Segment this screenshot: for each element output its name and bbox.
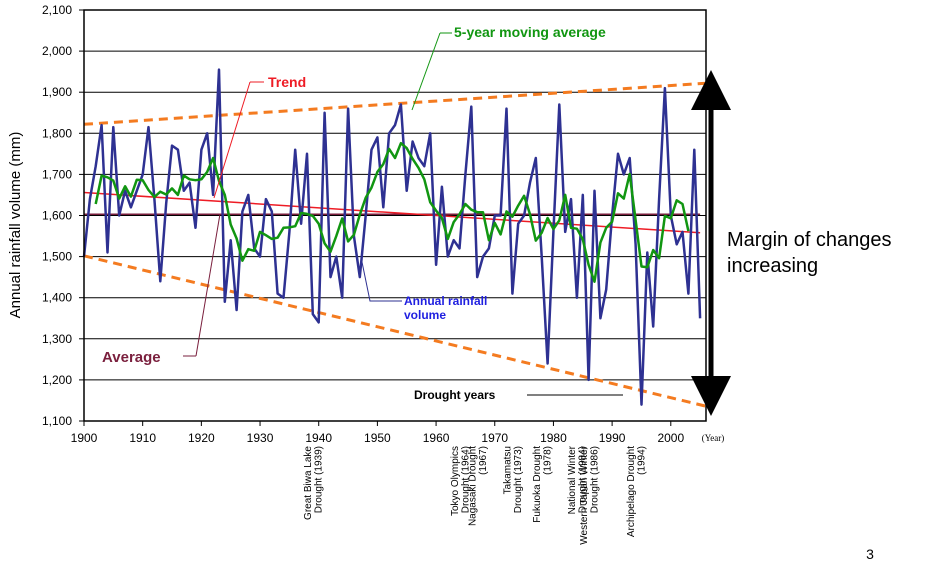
x-tick-label: 2000	[657, 431, 684, 445]
y-tick-label: 1,100	[42, 414, 72, 428]
y-axis-label: Annual rainfall volume (mm)	[7, 132, 24, 319]
x-tick-label: 1970	[481, 431, 508, 445]
margin-of-changes-label: Margin of changes increasing	[727, 229, 892, 277]
x-axis-ticks: 1900 1910 1920 1930 1940 1950 1960 1970 1980 1990…	[71, 421, 684, 445]
y-axis-ticks: 1,100 1,200 1,300 1,400 1,500 1,600 1,700 1,800…	[42, 3, 84, 428]
drought-event-label: Archipelago Drought(1994)	[626, 446, 648, 537]
x-tick-label: 1920	[188, 431, 215, 445]
moving-average-leader	[411, 32, 441, 111]
y-tick-label: 1,600	[42, 209, 72, 223]
annual-rainfall-leader	[361, 261, 402, 302]
x-tick-label: 1930	[247, 431, 274, 445]
y-tick-label: 1,800	[42, 126, 72, 140]
y-tick-label: 2,000	[42, 44, 72, 58]
data-series	[82, 68, 702, 406]
drought-event-label: Tokyo OlympicsDrought (1964)	[450, 446, 472, 516]
drought-event-label: Western Japan WinterDrought (1986)	[579, 445, 601, 544]
y-tick-label: 1,500	[42, 250, 72, 264]
drought-years-label: Drought years	[414, 388, 496, 402]
y-tick-label: 1,200	[42, 373, 72, 387]
moving-average-line	[94, 141, 690, 283]
y-tick-label: 1,300	[42, 332, 72, 346]
trend-label: Trend	[268, 74, 306, 90]
y-tick-label: 1,400	[42, 291, 72, 305]
x-tick-label: 1990	[599, 431, 626, 445]
x-tick-label: 1980	[540, 431, 567, 445]
upper-envelope-line	[83, 81, 707, 126]
x-axis-unit: (Year)	[702, 433, 725, 443]
drought-event-label: TakamatsuDrought (1973)	[503, 446, 525, 513]
envelope-lines	[83, 81, 707, 408]
average-label: Average	[102, 349, 161, 366]
x-tick-label: 1910	[129, 431, 156, 445]
trend-line	[83, 191, 701, 234]
drought-event-label: National WinterDrought (1984)	[567, 445, 589, 514]
average-leader	[195, 213, 221, 357]
annual-rainfall-label: Annual rainfall volume	[404, 294, 487, 322]
drought-event-labels: Great Biwa LakeDrought (1939) Tokyo Olymp…	[303, 445, 647, 544]
drought-event-label: Nagasaki Drought(1967)	[467, 446, 489, 526]
drought-event-label: Great Biwa LakeDrought (1939)	[303, 446, 325, 520]
x-tick-label: 1950	[364, 431, 391, 445]
annual-rainfall-line	[82, 68, 702, 406]
moving-average-label: 5-year moving average	[454, 24, 606, 40]
horizontal-gridlines	[84, 50, 706, 381]
x-tick-label: 1960	[423, 431, 450, 445]
x-tick-label: 1940	[305, 431, 332, 445]
drought-event-label: Fukuoka Drought(1978)	[532, 446, 554, 523]
x-tick-label: 1900	[71, 431, 98, 445]
lower-envelope-line	[83, 254, 707, 408]
y-tick-label: 1,900	[42, 85, 72, 99]
annotations: 5-year moving average Trend Average Annual …	[102, 24, 892, 416]
y-tick-label: 2,100	[42, 3, 72, 17]
page-number: 3	[866, 546, 874, 562]
y-tick-label: 1,700	[42, 167, 72, 181]
reference-lines	[83, 191, 701, 234]
drought-years-label-bg	[408, 384, 526, 404]
trend-leader	[213, 81, 251, 199]
